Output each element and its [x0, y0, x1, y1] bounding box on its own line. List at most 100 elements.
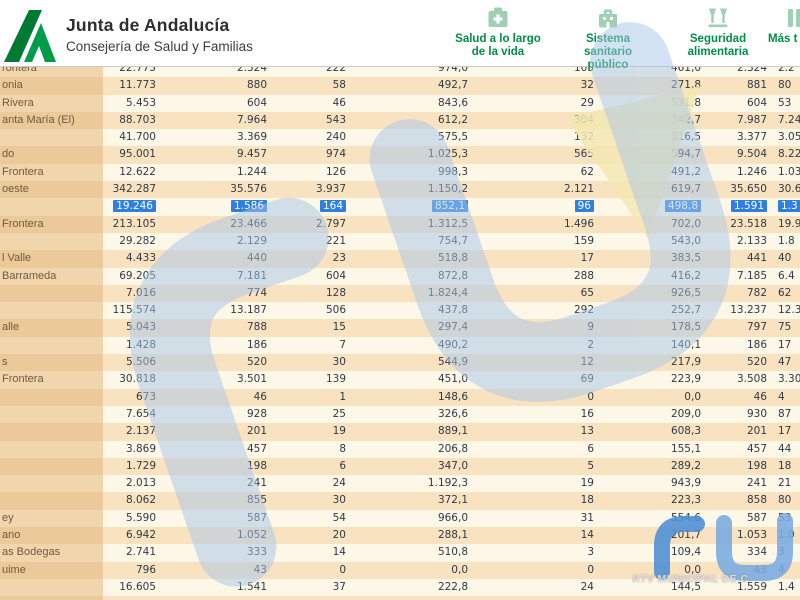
value-cell: 12: [580, 356, 594, 369]
table-row[interactable]: 16.605 1.541 37 222,8 24 144,5 1.559 1.4: [0, 578, 800, 597]
municipality-name-cell: [0, 232, 103, 251]
value-cell: 3.377: [736, 131, 767, 144]
value-cell: [474, 596, 600, 600]
value-cell: 271,8: [670, 79, 701, 92]
municipality-name-cell: oeste: [0, 181, 103, 199]
value-cell: 4: [778, 390, 785, 403]
value-cell: 881: [746, 79, 767, 92]
table-row[interactable]: 2.137 201 19 889,1 13 608,3 201 17: [0, 423, 800, 441]
value-cell: 297,4: [437, 321, 468, 334]
table-row[interactable]: 7.016 774 128 1.824,4 65 926,5 782 62: [0, 284, 800, 303]
value-cell: 1.824,4: [427, 286, 468, 299]
value-cell: 23: [332, 252, 346, 265]
municipality-name-cell: [0, 388, 103, 406]
value-cell: 252,7: [670, 304, 701, 317]
nav-item-salud-a-lo-largo-de-la-vida[interactable]: Salud a lo largo de la vida: [446, 6, 550, 59]
table-row[interactable]: Frontera 12.622 1.244 126 998,3 62 491,2 1.246 1…: [0, 163, 800, 182]
municipality-name-cell: [0, 284, 103, 303]
value-cell: 608,3: [670, 425, 701, 438]
junta-andalucia-home-link[interactable]: Junta de Andalucía Consejería de Salud y…: [2, 5, 253, 63]
table-row[interactable]: [0, 596, 800, 600]
value-cell: 1.729: [125, 459, 156, 472]
municipality-name-cell: do: [0, 146, 103, 164]
table-row[interactable]: 1.428 186 7 490,2 2 140,1 186 17: [0, 336, 800, 355]
value-cell: [103, 596, 162, 600]
municipality-table-body: rontera 22.773 2.324 222 974,0 105 461,0 2.324 2…: [0, 60, 800, 600]
value-cell: 46: [253, 390, 267, 403]
value-cell: 201: [246, 425, 267, 438]
value-cell: 213.105: [112, 217, 156, 230]
value-cell: 30: [332, 494, 346, 507]
value-cell: 62: [778, 286, 792, 299]
nav-item-seguridad-alimentaria[interactable]: Seguridad alimentaria: [666, 6, 770, 59]
value-cell: 926,5: [670, 286, 701, 299]
value-cell: 209,0: [670, 407, 701, 420]
value-cell: 966,0: [437, 511, 468, 524]
table-row[interactable]: as Bodegas 2.741 333 14 510,8 3 109,4 334 3: [0, 544, 800, 562]
value-cell: 1.025,3: [427, 148, 468, 161]
table-row[interactable]: anta María (El) 88.703 7.964 543 612,2 304 342…: [0, 111, 800, 130]
municipality-name-cell: [0, 596, 103, 600]
value-cell: 289,2: [670, 459, 701, 472]
value-cell: 35.650: [730, 183, 767, 196]
table-row[interactable]: 41.700 3.369 240 575,5 132 316,5 3.377 3.05: [0, 129, 800, 147]
value-cell: 139: [325, 373, 346, 386]
municipality-name-cell: [0, 578, 103, 597]
table-row[interactable]: Frontera 213.105 23.466 2.797 1.312,5 1.496 70…: [0, 215, 800, 233]
table-row[interactable]: 2.013 241 24 1.192,3 19 943,9 241 21: [0, 475, 800, 493]
value-cell: 53: [778, 511, 792, 524]
value-cell: 1.4: [778, 580, 795, 593]
nav-item-mas-temas[interactable]: Más t: [768, 6, 800, 46]
table-row[interactable]: uime 796 43 0 0,0 0 0,0 43 4: [0, 561, 800, 579]
value-cell: 1.03: [778, 165, 800, 178]
table-row[interactable]: 673 46 1 148,6 0 0,0 46 4: [0, 388, 800, 406]
food-safety-flasks-icon: [666, 6, 770, 30]
value-cell: 6: [339, 459, 346, 472]
value-cell: 6.942: [125, 529, 156, 542]
table-row[interactable]: alle 5.043 788 15 297,4 9 178,5 797 75: [0, 319, 800, 337]
table-row[interactable]: 3.869 457 8 206,8 6 155,1 457 44: [0, 440, 800, 458]
site-title: Junta de Andalucía: [66, 14, 230, 35]
value-cell: 3.869: [125, 442, 156, 455]
value-cell: 4.433: [125, 252, 156, 265]
value-cell: 240: [325, 131, 346, 144]
value-cell: 148,6: [437, 390, 468, 403]
table-row[interactable]: oeste 342.287 35.576 3.937 1.150,2 2.121 619,7…: [0, 181, 800, 199]
value-cell: 20: [332, 529, 346, 542]
value-cell: 7.016: [125, 286, 156, 299]
table-row[interactable]: onia 11.773 880 58 492,7 32 271,8 881 80: [0, 77, 800, 95]
table-row[interactable]: s 5.506 520 30 544,9 12 217,9 520 47: [0, 354, 800, 372]
municipality-name-cell: [0, 198, 103, 216]
value-cell: [162, 596, 273, 600]
value-cell: 3.30: [778, 373, 800, 386]
table-row[interactable]: ey 5.590 587 54 966,0 31 554,6 587 53: [0, 509, 800, 528]
table-row[interactable]: 19.246 1.586 164 852,1 96 498,8 1.591 1.3: [0, 198, 800, 216]
value-cell: 7: [339, 338, 346, 351]
value-cell: 3.508: [736, 373, 767, 386]
table-row[interactable]: 29.282 2.129 221 754,7 159 543,0 2.133 1.8: [0, 232, 800, 251]
value-cell: 2.137: [125, 425, 156, 438]
table-row[interactable]: l Valle 4.433 440 23 518,8 17 383,5 441 40: [0, 250, 800, 268]
table-row[interactable]: Frontera 30.818 3.501 139 451,0 69 223,9 3.508 3…: [0, 371, 800, 389]
table-row[interactable]: ano 6.942 1.052 20 288,1 14 201,7 1.053 1.0: [0, 527, 800, 545]
value-cell: 53: [778, 96, 792, 109]
municipality-name-cell: Frontera: [0, 163, 103, 182]
table-row[interactable]: Barrameda 69.205 7.181 604 872,8 288 416,2 7.18…: [0, 267, 800, 285]
table-row[interactable]: 8.062 855 30 372,1 18 223,3 858 80: [0, 492, 800, 510]
value-cell: [707, 596, 771, 600]
value-cell: 11.773: [119, 79, 156, 92]
table-row[interactable]: do 95.001 9.457 974 1.025,3 565 594,7 9.504 8.22: [0, 146, 800, 164]
table-row[interactable]: Rivera 5.453 604 46 843,6 29 531,8 604 53: [0, 94, 800, 112]
value-cell: 498,8: [600, 198, 707, 215]
table-row[interactable]: 1.729 198 6 347,0 5 289,2 198 18: [0, 457, 800, 476]
municipality-name-cell: [0, 302, 103, 320]
table-row[interactable]: 7.654 928 25 326,6 16 209,0 930 87: [0, 405, 800, 424]
value-cell: 3.501: [236, 373, 267, 386]
value-cell: 19: [580, 477, 594, 490]
value-cell: 5.590: [125, 511, 156, 524]
value-cell: 15: [332, 321, 346, 334]
municipality-name-cell: [0, 457, 103, 476]
value-cell: 241: [246, 477, 267, 490]
table-row[interactable]: 115.574 13.187 506 437,8 292 252,7 13.237 12.3: [0, 302, 800, 320]
nav-item-sistema-sanitario-publico[interactable]: Sistema sanitario público: [560, 6, 656, 72]
